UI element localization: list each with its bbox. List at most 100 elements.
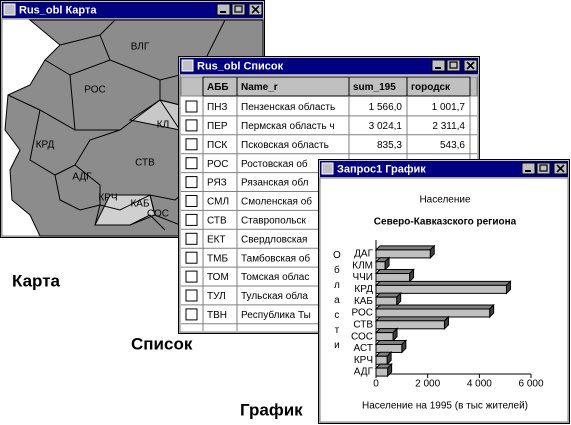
cell-clip: Пермская область ч (241, 120, 335, 132)
y-tick-label: ЧЧИ (352, 272, 373, 283)
region-label: КЛ (157, 120, 169, 131)
glyph (251, 5, 260, 14)
cell-clip: Name_r (241, 82, 278, 93)
button-face (231, 3, 246, 16)
bar-front (375, 284, 507, 294)
minimize-button[interactable] (216, 3, 231, 16)
bar-front (375, 249, 431, 259)
cell: Томская облас (241, 271, 309, 283)
x-axis-label: Население на 1995 (в тыс жителей) (362, 401, 528, 412)
cell-clip: Республика Ты (241, 309, 311, 321)
cell: 3 024,1 (369, 121, 403, 132)
cell-clip: Томская облас (241, 271, 309, 283)
cell: 1 001,7 (432, 102, 466, 113)
title-bar (2, 2, 263, 18)
row-checkbox[interactable] (185, 232, 198, 245)
cell-clip: sum_195 (353, 82, 396, 93)
glyph (556, 164, 565, 173)
row-checkbox[interactable] (185, 176, 198, 189)
bar (374, 280, 512, 295)
cell: РОС (207, 159, 228, 170)
cell-clip: ПЕР (207, 121, 228, 132)
cell: Рязанская обл (241, 177, 309, 189)
cell: Псковская область (241, 139, 329, 151)
y-tick-label: КРЧ (354, 355, 373, 366)
region-label: СОС (147, 209, 169, 220)
row-checkbox[interactable] (185, 213, 198, 226)
bar-top (374, 304, 495, 310)
map-region (94, 194, 156, 226)
cell-clip: 543,6 (440, 140, 465, 151)
client-area (319, 177, 569, 423)
cell: Пермская область ч (241, 120, 335, 132)
window-icon (3, 3, 16, 16)
window-title: Rus_obl Список (197, 60, 284, 72)
cell: ПЕР (207, 121, 228, 132)
window-icon (321, 162, 334, 175)
region-label: КРЧ (98, 193, 117, 204)
maximize-button[interactable] (536, 162, 551, 175)
close-button[interactable] (248, 3, 263, 16)
caption: Карта (12, 271, 61, 290)
cell-clip: Тульская обла (241, 290, 308, 302)
cell: Пензенская область (241, 101, 335, 113)
button-face (216, 3, 231, 16)
cell: СТВ (207, 215, 227, 226)
column-header[interactable] (406, 76, 471, 97)
cell: СМЛ (207, 197, 229, 208)
cell: ТВН (207, 310, 227, 321)
x-tick-label: 0 (373, 379, 379, 390)
caption: Список (131, 334, 193, 353)
column-header-label: Name_r (241, 82, 278, 93)
row-checkbox[interactable] (185, 100, 198, 113)
close-button[interactable] (463, 59, 478, 72)
cell: ПНЗ (207, 102, 227, 113)
cell-clip: Рязанская обл (241, 177, 309, 189)
close-button[interactable] (553, 162, 568, 175)
map-border (94, 204, 166, 231)
minimize-button[interactable] (431, 59, 446, 72)
maximize-button[interactable] (446, 59, 461, 72)
chart-subtitle: Северо-Кавказского региона (374, 217, 517, 228)
cell-clip: Смоленская об (241, 196, 312, 208)
y-axis-label: Области (331, 250, 342, 355)
bar (374, 327, 399, 342)
row-checkbox[interactable] (185, 157, 198, 170)
minimize-button[interactable] (521, 162, 536, 175)
cell-clip: ТМБ (207, 253, 228, 264)
row-checkbox[interactable] (185, 119, 198, 132)
row-checkbox[interactable] (185, 138, 198, 151)
glyph (466, 61, 475, 70)
row-checkbox[interactable] (185, 308, 198, 321)
cell-clip: АББ (207, 82, 229, 93)
cell: ТУЛ (207, 291, 226, 302)
cell-clip: ТВН (207, 310, 227, 321)
cell: 835,3 (377, 140, 402, 151)
maximize-button[interactable] (231, 3, 246, 16)
row-checkbox[interactable] (185, 195, 198, 207)
window-title: Запрос1 График (337, 163, 426, 175)
y-tick-label: АДГ (354, 367, 374, 378)
cell-clip: 1 566,0 (369, 102, 403, 113)
button-face (521, 162, 536, 175)
row-checkbox[interactable] (185, 270, 198, 283)
cell: ТОМ (207, 272, 229, 283)
cell-clip: РОС (207, 159, 228, 170)
cell-clip: Ставропольск (241, 215, 306, 226)
cell: ПСК (207, 140, 227, 151)
row-checkbox[interactable] (185, 289, 198, 302)
bar (374, 256, 391, 271)
row-checkbox[interactable] (185, 251, 198, 264)
bar (374, 291, 402, 307)
column-header-label: sum_195 (353, 82, 396, 93)
region-label: КАБ (130, 199, 149, 210)
bar-top (374, 269, 415, 275)
cell-clip: СТВ (207, 215, 227, 226)
map-border (54, 174, 101, 211)
cell-clip: Свердловская (241, 234, 307, 245)
title-bar (180, 58, 478, 74)
column-header-label: городск (411, 82, 451, 93)
cell-clip: ПНЗ (207, 102, 227, 113)
